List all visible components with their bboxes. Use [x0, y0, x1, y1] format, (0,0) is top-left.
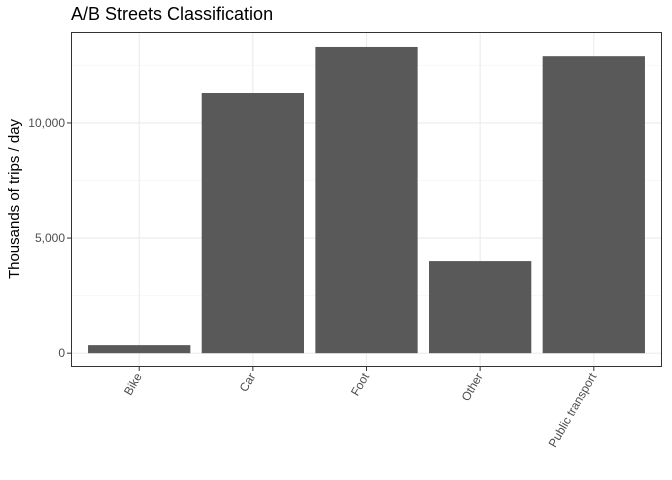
bars [88, 46, 645, 354]
x-tick-label: Public transport [546, 370, 600, 450]
bar [429, 261, 532, 354]
bar [542, 56, 645, 354]
x-tick-label: Other [459, 370, 486, 403]
panel-border [71, 32, 662, 367]
x-tick-label: Bike [121, 370, 145, 397]
bar [88, 345, 191, 354]
bar [315, 46, 418, 354]
bar [201, 93, 304, 354]
x-tick-label: Car [237, 371, 259, 395]
y-tick-label: 0 [58, 346, 65, 360]
y-tick-label: 5,000 [35, 231, 65, 245]
chart-title: A/B Streets Classification [71, 4, 273, 24]
y-axis-label: Thousands of trips / day [6, 118, 23, 279]
x-tick-label: Foot [348, 370, 372, 398]
y-tick-label: 10,000 [28, 116, 65, 130]
